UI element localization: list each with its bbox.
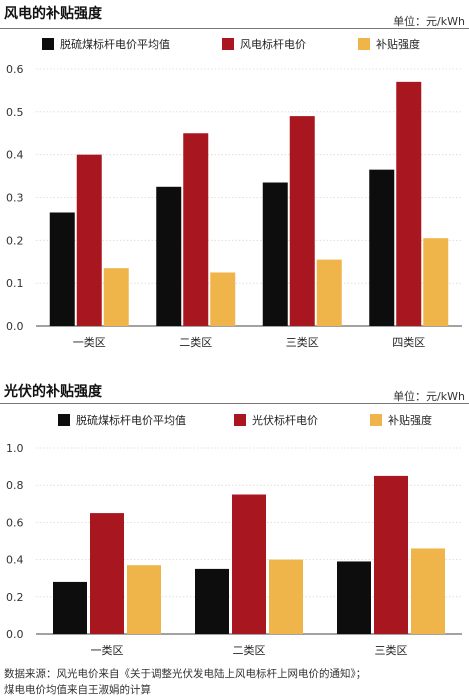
wind-chart-title: 风电的补贴强度 xyxy=(4,6,102,22)
wind-legend-item-1: 风电标杆电价 xyxy=(222,37,306,51)
wind-y-tick-2: 0.2 xyxy=(6,234,24,247)
wind-legend-swatch-2 xyxy=(358,38,370,50)
wind-bar-2-3 xyxy=(423,238,449,326)
solar-category-label-2: 三类区 xyxy=(375,643,408,657)
wind-legend-label-1: 风电标杆电价 xyxy=(240,37,306,51)
solar-bar-0-1 xyxy=(195,568,229,634)
wind-y-tick-1: 0.1 xyxy=(6,277,24,290)
wind-bar-1-0 xyxy=(76,154,102,326)
wind-legend-swatch-0 xyxy=(42,38,54,50)
solar-legend-item-2: 补贴强度 xyxy=(370,413,432,427)
solar-legend-label-0: 脱硫煤标杆电价平均值 xyxy=(76,413,186,427)
solar-bar-2-0 xyxy=(127,565,161,634)
wind-category-label-1: 二类区 xyxy=(179,335,212,349)
data-source-note: 数据来源：风光电价来自《关于调整光伏发电陆上风电标杆上网电价的通知》； 煤电电价… xyxy=(4,666,466,698)
solar-y-tick-0: 0.0 xyxy=(6,628,24,641)
solar-bar-0-0 xyxy=(53,581,87,634)
solar-legend-label-2: 补贴强度 xyxy=(388,413,432,427)
wind-y-tick-5: 0.5 xyxy=(6,106,24,119)
wind-y-tick-3: 0.3 xyxy=(6,192,24,205)
solar-unit-label: 单位：元/kWh xyxy=(393,390,465,403)
wind-bar-2-0 xyxy=(103,268,129,326)
solar-bar-1-1 xyxy=(232,494,266,634)
data-source-line-2: 煤电电价均值来自王淑娟的计算 xyxy=(4,684,151,696)
solar-chart-title: 光伏的补贴强度 xyxy=(4,384,102,400)
wind-bar-0-1 xyxy=(156,186,182,326)
solar-y-tick-3: 0.6 xyxy=(6,516,24,529)
solar-bar-1-2 xyxy=(374,475,408,634)
wind-legend-swatch-1 xyxy=(222,38,234,50)
solar-y-tick-2: 0.4 xyxy=(6,554,24,567)
wind-y-tick-6: 0.6 xyxy=(6,63,24,76)
solar-bar-2-2 xyxy=(411,548,445,634)
solar-legend-item-1: 光伏标杆电价 xyxy=(234,413,318,427)
wind-legend-item-0: 脱硫煤标杆电价平均值 xyxy=(42,37,170,51)
solar-bar-chart: 脱硫煤标杆电价平均值 光伏标杆电价 补贴强度 0.0 0.2 0.4 0.6 0.8 1.0 一类… xyxy=(6,413,462,657)
wind-legend-label-0: 脱硫煤标杆电价平均值 xyxy=(60,37,170,51)
wind-chart-section: 风电的补贴强度 单位：元/kWh 脱硫煤标杆电价平均值 风电标杆电价 补贴强度 0.0… xyxy=(0,6,469,349)
wind-legend-label-2: 补贴强度 xyxy=(376,37,420,51)
solar-bar-0-2 xyxy=(337,561,371,634)
wind-category-label-2: 三类区 xyxy=(286,335,319,349)
wind-category-label-0: 一类区 xyxy=(73,335,106,349)
solar-chart-section: 光伏的补贴强度 单位：元/kWh 脱硫煤标杆电价平均值 光伏标杆电价 补贴强度 0.0… xyxy=(0,378,469,663)
solar-y-tick-1: 0.2 xyxy=(6,591,24,604)
wind-legend-item-2: 补贴强度 xyxy=(358,37,420,51)
solar-legend-swatch-0 xyxy=(58,414,70,426)
solar-legend-item-0: 脱硫煤标杆电价平均值 xyxy=(58,413,186,427)
wind-bar-0-0 xyxy=(49,212,75,326)
solar-category-label-1: 二类区 xyxy=(233,643,266,657)
wind-bar-1-2 xyxy=(289,116,315,326)
data-source-line-1: 数据来源：风光电价来自《关于调整光伏发电陆上风电标杆上网电价的通知》； xyxy=(4,668,367,680)
wind-unit-label: 单位：元/kWh xyxy=(393,15,465,28)
solar-y-tick-5: 1.0 xyxy=(6,442,24,455)
wind-bar-0-3 xyxy=(369,169,395,326)
wind-category-label-3: 四类区 xyxy=(392,335,425,349)
wind-y-tick-0: 0.0 xyxy=(6,320,24,333)
solar-bar-1-0 xyxy=(90,513,124,634)
solar-legend-swatch-2 xyxy=(370,414,382,426)
wind-y-tick-4: 0.4 xyxy=(6,149,24,162)
wind-bar-0-2 xyxy=(262,182,288,326)
solar-category-label-0: 一类区 xyxy=(91,643,124,657)
wind-title-divider xyxy=(0,28,469,29)
solar-bar-2-1 xyxy=(269,559,303,634)
wind-bar-1-3 xyxy=(396,81,422,326)
solar-title-divider xyxy=(0,403,469,404)
solar-y-tick-4: 0.8 xyxy=(6,479,24,492)
wind-bar-1-1 xyxy=(183,133,209,326)
wind-bar-2-1 xyxy=(210,272,236,326)
solar-legend-swatch-1 xyxy=(234,414,246,426)
solar-legend-label-1: 光伏标杆电价 xyxy=(252,413,318,427)
wind-bar-2-2 xyxy=(316,259,342,326)
wind-bar-chart: 脱硫煤标杆电价平均值 风电标杆电价 补贴强度 0.0 0.1 0.2 0.3 0.4 0.5 0.… xyxy=(6,37,462,349)
